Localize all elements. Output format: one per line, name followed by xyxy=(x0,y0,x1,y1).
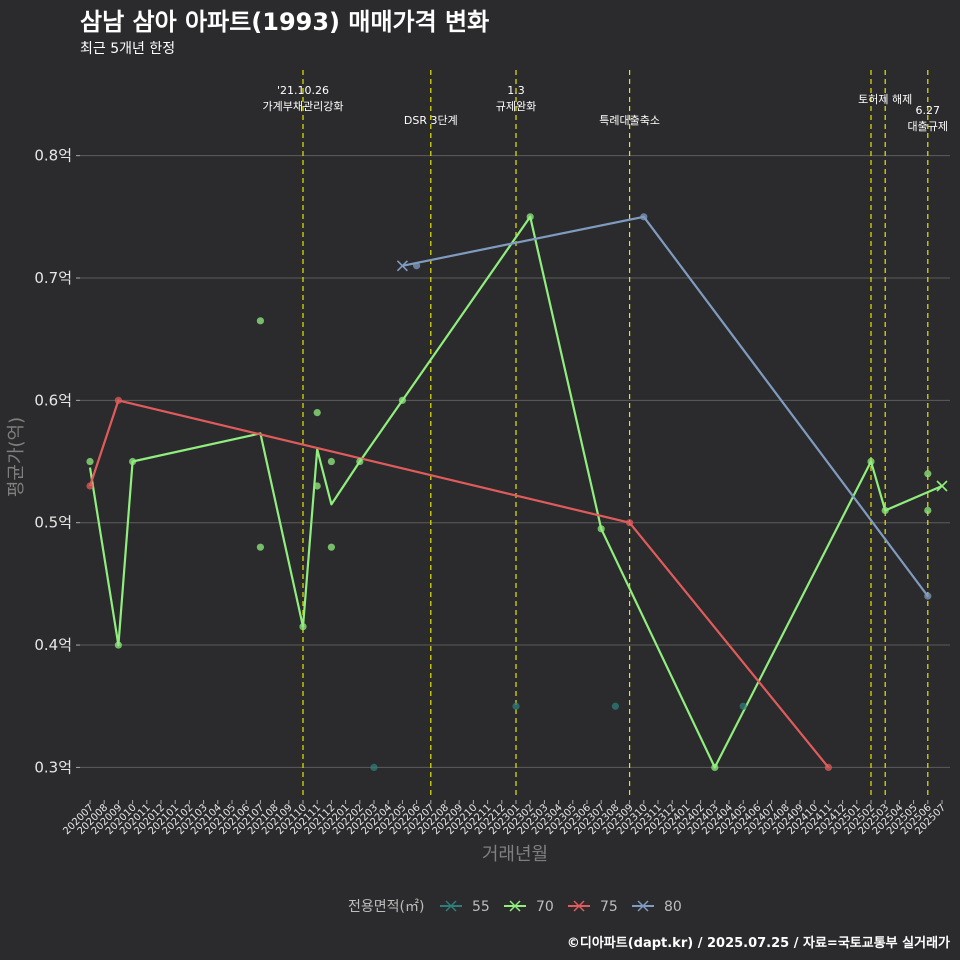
data-point-80 xyxy=(924,592,932,600)
chart-title: 삼남 삼아 아파트(1993) 매매가격 변화 xyxy=(80,8,489,36)
y-tick-label: 0.6억 xyxy=(34,391,72,409)
gridlines xyxy=(80,155,950,768)
policy-annotation: 특례대출축소 xyxy=(599,114,660,127)
y-tick-labels: 0.3억 0.4억 0.5억 0.6억 0.7억 0.8억 xyxy=(34,147,80,776)
y-tick-label: 0.4억 xyxy=(34,636,72,654)
legend-label: 55 xyxy=(472,899,490,915)
policy-lines xyxy=(302,70,929,798)
data-point-80 xyxy=(413,262,421,270)
data-point-70 xyxy=(924,506,932,515)
policy-annotation: 가계부채관리강화 xyxy=(263,100,344,113)
data-point-70 xyxy=(881,506,889,515)
policy-annotation: 6.27 xyxy=(916,104,941,117)
cross-stroke xyxy=(936,480,948,492)
data-point-75 xyxy=(114,396,122,404)
data-point-55 xyxy=(611,702,620,710)
data-point-70 xyxy=(327,457,335,466)
data-point-70 xyxy=(867,457,875,466)
data-point-70 xyxy=(256,543,264,551)
data-point-70 xyxy=(256,317,264,325)
data-point-70 xyxy=(356,457,364,466)
policy-annotation: '21.10.26 xyxy=(277,84,329,97)
y-tick-label: 0.8억 xyxy=(34,147,72,165)
legend-swatch-cross xyxy=(637,900,649,912)
data-point-70 xyxy=(398,396,406,404)
policy-annotation: 대출규제 xyxy=(908,120,948,133)
source-caption: ©디아파트(dapt.kr) / 2025.07.25 / 자료=국토교통부 실… xyxy=(567,935,950,951)
series-line-80 xyxy=(402,215,929,597)
cross-stroke xyxy=(396,260,408,272)
legend-swatch-cross xyxy=(573,900,585,912)
legend-title: 전용면적(㎡) xyxy=(348,899,424,915)
data-point-70 xyxy=(327,543,335,551)
data-point-70 xyxy=(313,482,321,490)
data-point-55 xyxy=(512,702,520,710)
y-axis-title: 평균가(억) xyxy=(6,417,27,497)
cross-marker-80 xyxy=(396,260,408,272)
data-point-55 xyxy=(370,763,378,772)
data-point-70 xyxy=(711,763,719,772)
legend[interactable]: 전용면적(㎡) 55 70 75 80 xyxy=(348,899,682,915)
data-point-70 xyxy=(597,525,605,533)
y-tick-label: 0.3억 xyxy=(34,758,72,776)
legend-swatch-cross xyxy=(509,900,521,912)
legend-label: 70 xyxy=(536,899,554,915)
data-point-70 xyxy=(526,213,534,221)
data-point-70 xyxy=(924,470,932,478)
y-tick-label: 0.5억 xyxy=(34,514,72,532)
legend-label: 80 xyxy=(664,899,682,915)
data-points xyxy=(86,213,948,772)
data-point-70 xyxy=(86,457,94,466)
legend-swatch-cross xyxy=(445,900,457,912)
legend-label: 75 xyxy=(600,899,618,915)
policy-annotation: 토허제 해제 xyxy=(858,92,912,106)
y-tick-label: 0.7억 xyxy=(34,269,72,287)
data-point-70 xyxy=(114,641,122,649)
legend-item-80[interactable]: 80 xyxy=(632,899,682,915)
legend-item-55[interactable]: 55 xyxy=(440,899,490,915)
legend-item-70[interactable]: 70 xyxy=(504,899,554,915)
policy-annotation: 1.3 xyxy=(507,84,525,97)
data-point-70 xyxy=(299,623,307,631)
series-line-75 xyxy=(88,399,830,769)
data-point-75 xyxy=(86,482,94,490)
policy-annotation: 규제완화 xyxy=(496,100,536,113)
series-line-70 xyxy=(88,215,943,769)
data-point-55 xyxy=(739,702,747,710)
data-point-80 xyxy=(640,213,648,221)
policy-annotation: DSR 3단계 xyxy=(404,114,458,127)
cross-marker-70 xyxy=(936,480,948,492)
data-point-70 xyxy=(313,408,321,417)
data-point-70 xyxy=(129,457,137,466)
legend-item-75[interactable]: 75 xyxy=(568,899,618,915)
x-tick-labels: 2020072020082020092020102020112020122021… xyxy=(61,800,948,837)
data-point-75 xyxy=(824,763,833,772)
chart-subtitle: 최근 5개년 한정 xyxy=(80,41,175,57)
data-point-75 xyxy=(626,519,634,527)
x-axis-title: 거래년월 xyxy=(482,844,548,865)
